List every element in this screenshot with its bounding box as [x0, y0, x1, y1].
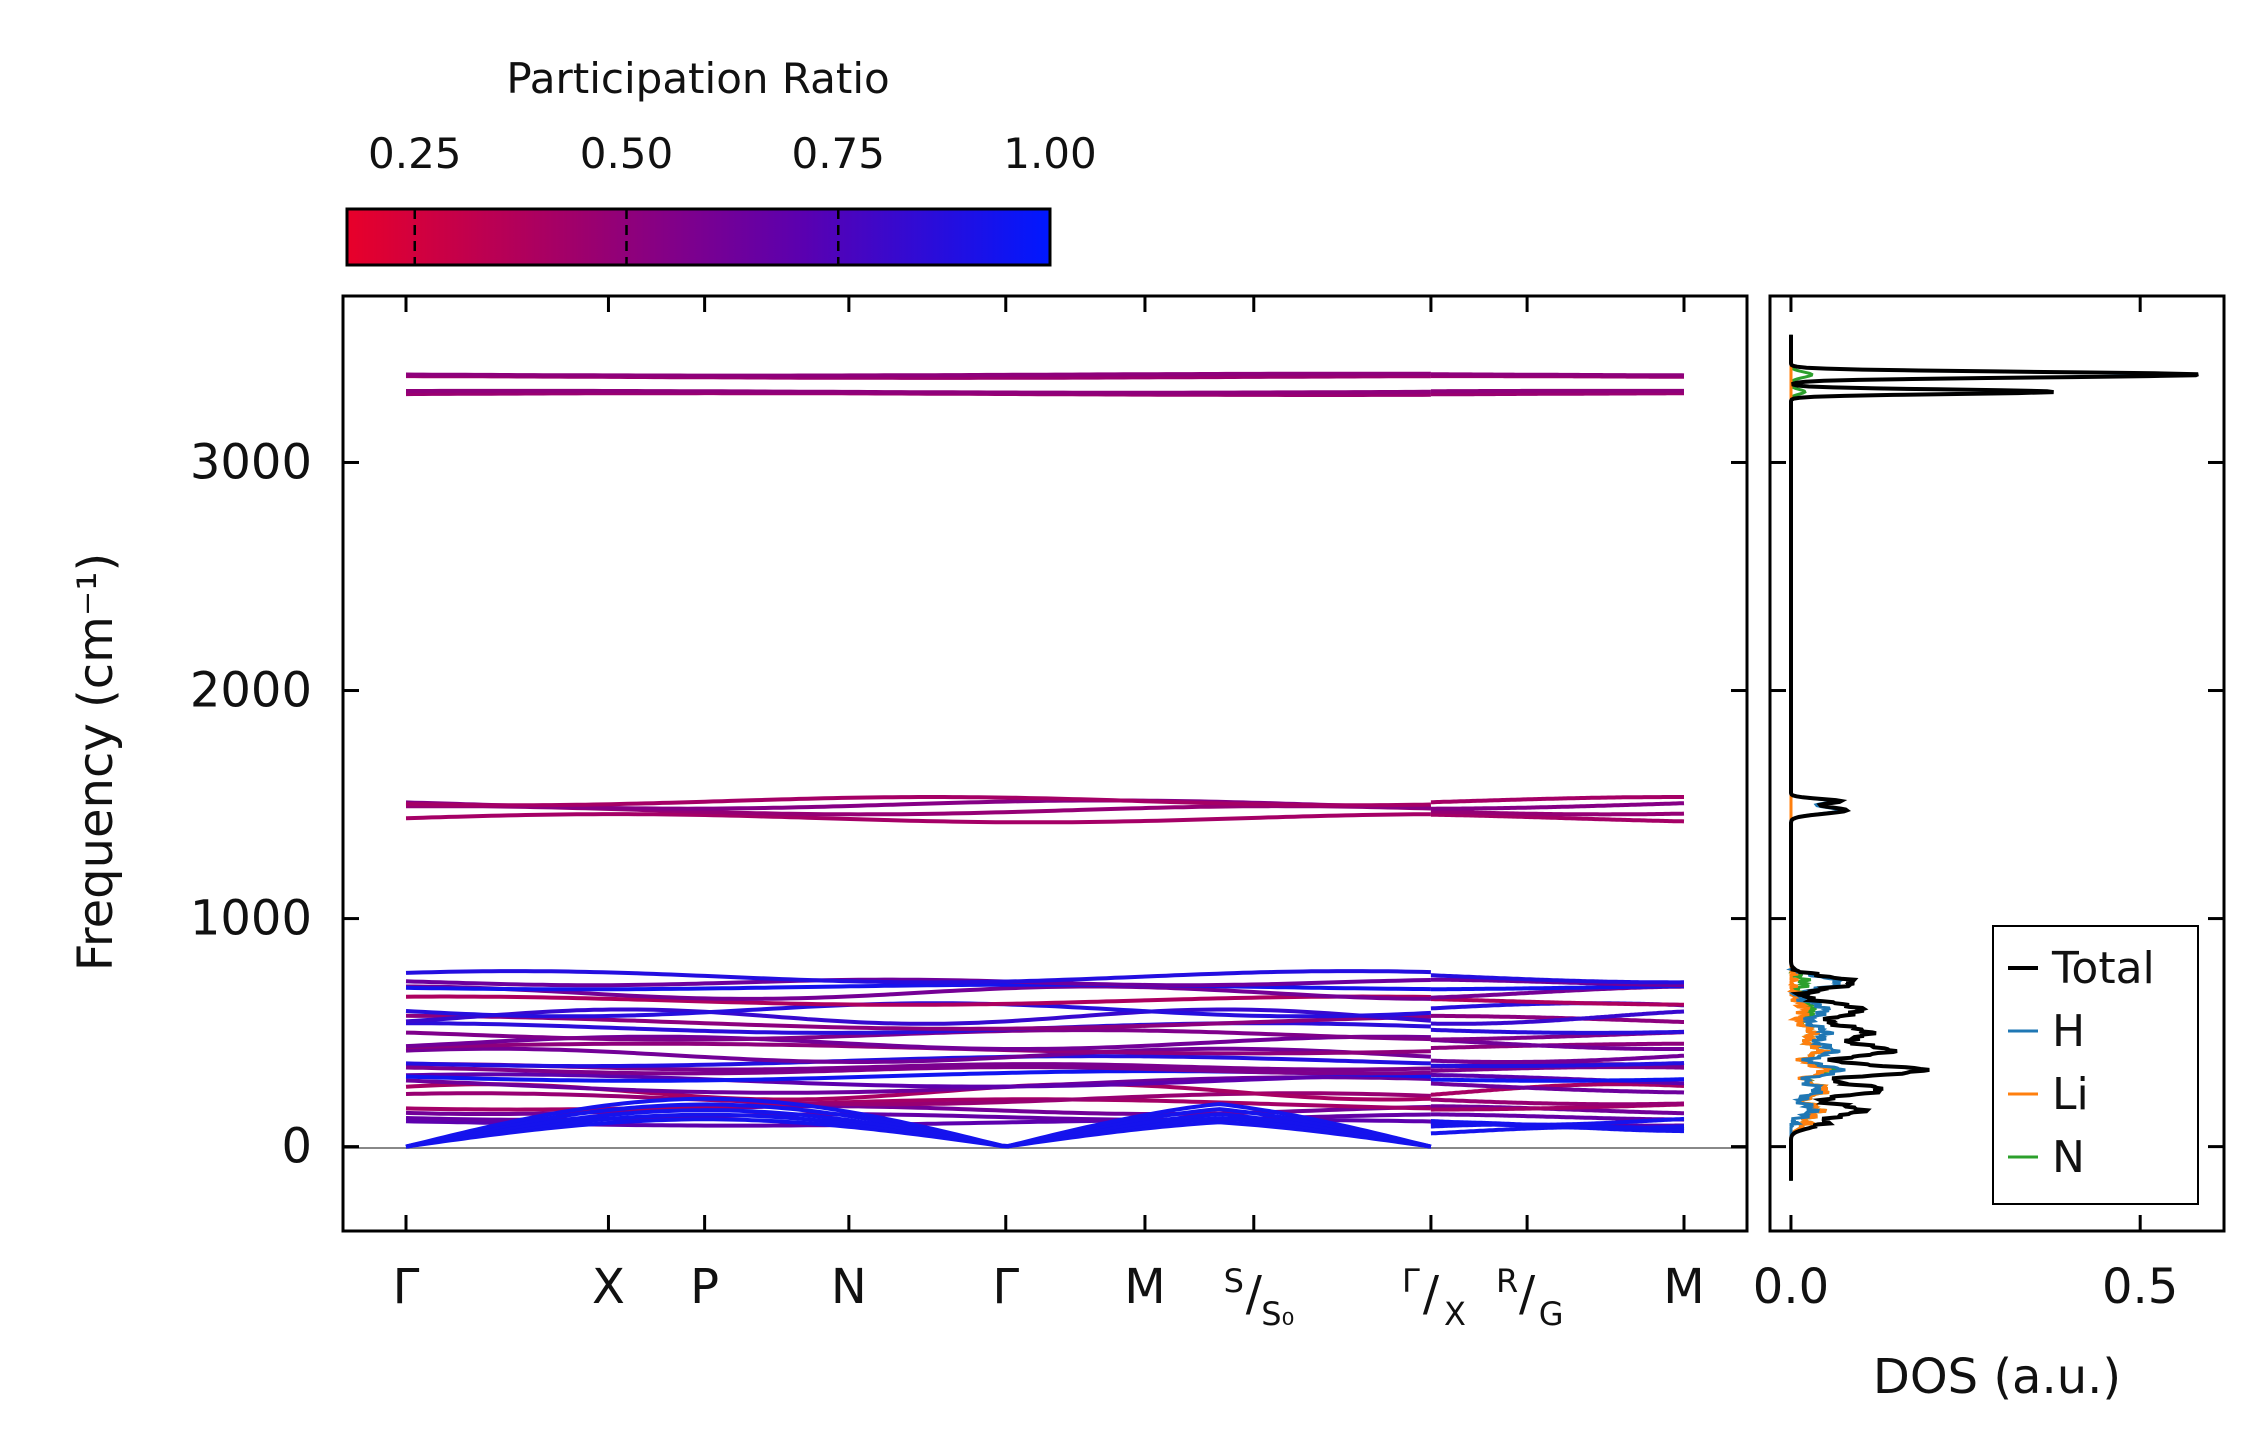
band-line: [405, 1065, 1431, 1076]
y-tick-label: 0: [281, 1119, 312, 1175]
band-line: [405, 1072, 1431, 1089]
band-line: [1430, 1027, 1685, 1035]
band-line: [1430, 1013, 1684, 1024]
band-line: [1430, 812, 1685, 824]
colorbar-tick-label: 1.00: [1003, 129, 1097, 178]
dos-panel: 0.0 0.5 DOS (a.u.) Total H Li N: [1753, 294, 2226, 1405]
high-symmetry-slash: /: [1246, 1266, 1263, 1322]
band-line: [1430, 1112, 1685, 1122]
band-line: [405, 969, 1431, 985]
dos-series-total: [1789, 334, 2199, 1181]
colorbar-tick-label: 0.75: [791, 129, 885, 178]
high-symmetry-label: Γ: [393, 1259, 420, 1315]
y-tick-label: 2000: [190, 663, 312, 719]
legend-label: H: [2052, 1006, 2085, 1057]
band-line: [1430, 973, 1684, 985]
colorbar-tick-label: 0.25: [368, 129, 462, 178]
band-line: [1430, 809, 1685, 817]
colorbar: Participation Ratio 0.25 0.50 0.75 1.00: [345, 54, 1097, 267]
high-symmetry-sublabel: X: [1444, 1295, 1466, 1333]
acoustic-branch: [1430, 1116, 1685, 1127]
y-tick-label: 3000: [190, 434, 312, 490]
band-line: [406, 388, 1431, 395]
band-line: [405, 795, 1431, 808]
acoustic-branch: [405, 1102, 1432, 1149]
band-line: [1430, 372, 1685, 378]
high-symmetry-label: Γ: [1402, 1262, 1420, 1300]
band-line: [405, 982, 1431, 992]
legend-label: N: [2052, 1132, 2085, 1183]
band-line: [405, 977, 1431, 988]
high-symmetry-sublabel: S₀: [1261, 1295, 1294, 1333]
band-line: [1430, 1053, 1685, 1064]
colorbar-gradient: [345, 207, 1052, 267]
legend-label: Total: [2051, 943, 2155, 994]
dos-axes-frame: [1768, 294, 2226, 1233]
high-symmetry-label: P: [690, 1259, 719, 1315]
band-line: [1430, 1097, 1684, 1107]
band-line: [1430, 1038, 1684, 1051]
legend-label: Li: [2052, 1069, 2089, 1120]
band-axes-frame: [341, 294, 1749, 1233]
band-line: [1430, 795, 1684, 805]
high-symmetry-label: Γ: [992, 1259, 1019, 1315]
dos-x-tick-label: 0.5: [2102, 1259, 2178, 1315]
band-line: [405, 371, 1431, 378]
band-line: [405, 1046, 1432, 1064]
high-symmetry-sublabel: G: [1539, 1295, 1564, 1333]
dos-x-axis-label: DOS (a.u.): [1873, 1349, 2121, 1405]
colorbar-tick-label: 0.50: [580, 129, 674, 178]
high-symmetry-label: N: [831, 1259, 867, 1315]
y-axis-label: Frequency (cm⁻¹): [68, 553, 124, 971]
colorbar-label: Participation Ratio: [506, 54, 889, 103]
band-line: [405, 1007, 1432, 1026]
band-line: [405, 994, 1431, 1007]
acoustic-branch: [405, 1108, 1432, 1149]
dos-x-tick-label: 0.0: [1753, 1259, 1829, 1315]
high-symmetry-label: X: [592, 1259, 625, 1315]
band-line: [1430, 997, 1684, 1007]
high-symmetry-label: M: [1663, 1259, 1704, 1315]
band-line: [405, 1013, 1431, 1031]
dos-legend: Total H Li N: [1992, 925, 2199, 1205]
band-line: [406, 984, 1431, 1001]
band-line: [1430, 1081, 1685, 1095]
band-line: [1430, 1061, 1685, 1069]
high-symmetry-label: M: [1124, 1259, 1165, 1315]
high-symmetry-slash: /: [1519, 1266, 1536, 1322]
band-line: [405, 1054, 1431, 1069]
band-line: [1430, 984, 1684, 992]
band-line: [1430, 801, 1685, 811]
band-line: [1430, 391, 1684, 397]
acoustic-branch: [405, 1096, 1432, 1149]
band-line: [1430, 1009, 1685, 1026]
band-line: [405, 812, 1431, 825]
band-line: [1430, 1082, 1685, 1097]
high-symmetry-slash: /: [1423, 1266, 1440, 1322]
high-symmetry-label: S: [1224, 1262, 1244, 1300]
high-symmetry-label: R: [1496, 1262, 1518, 1300]
y-tick-label: 1000: [190, 891, 312, 947]
band-line: [1430, 1077, 1684, 1083]
